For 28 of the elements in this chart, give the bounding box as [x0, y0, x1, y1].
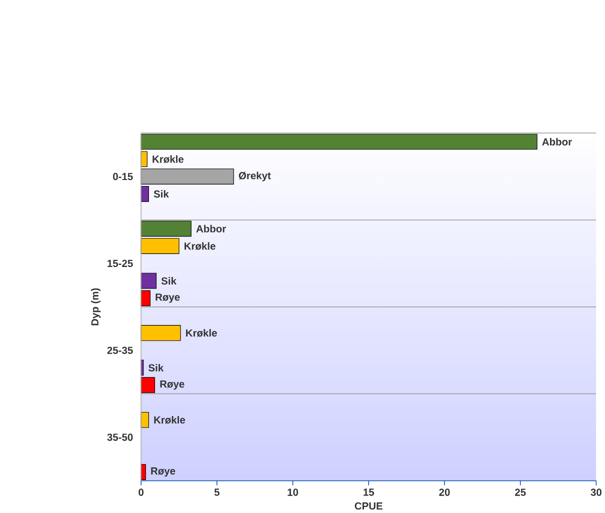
x-tick-label: 30: [590, 488, 602, 496]
y-tick-label: 35-50: [107, 434, 133, 442]
x-tick-label: 25: [515, 488, 526, 496]
x-tick-label: 20: [439, 488, 450, 496]
y-tick-label: 0-15: [113, 173, 133, 180]
text: Krøkle: [184, 242, 216, 250]
series-label: Krøkle: [152, 155, 184, 164]
text: Sik: [148, 364, 164, 372]
x-tick-label: 0: [138, 488, 144, 496]
x-axis-title: CPUE: [354, 502, 382, 510]
x-tick-label: 10: [288, 488, 298, 496]
x-tick-label: 15: [364, 488, 374, 496]
bar: [140, 412, 149, 428]
text: Krøkle: [154, 416, 186, 424]
series-label: Røye: [160, 380, 184, 390]
y-axis-title: Dyp (m): [90, 288, 101, 326]
text: Røye: [156, 294, 180, 303]
series-label: Ørekyt: [238, 172, 271, 182]
y-tick-label: 15-25: [108, 260, 133, 268]
text: Krøkle: [186, 329, 217, 337]
series-label: Sik: [154, 190, 169, 198]
text: Abbor: [542, 138, 572, 146]
x-tick-label: 5: [214, 488, 220, 496]
text: Sik: [161, 277, 176, 285]
y-tick-label: 25-35: [107, 346, 133, 354]
text: Røye: [151, 468, 176, 477]
bar: [140, 325, 181, 342]
series-label: Abbor: [196, 225, 226, 233]
